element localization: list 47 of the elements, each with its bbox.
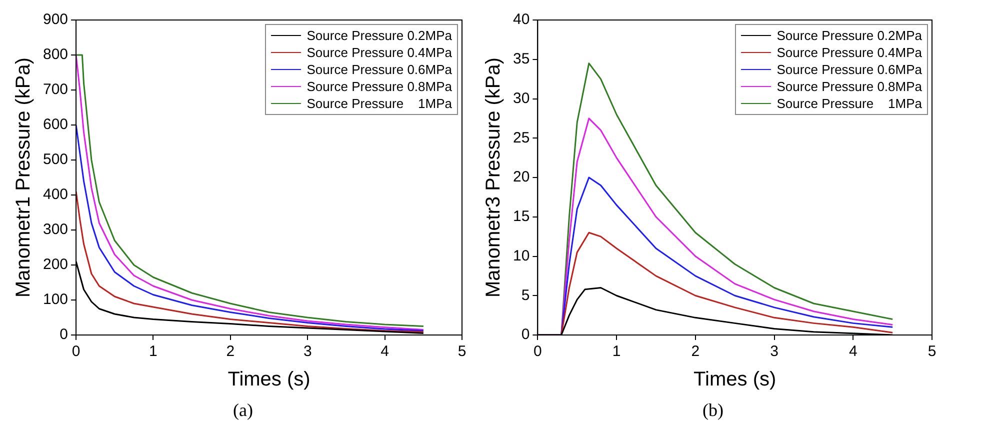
y-tick-label: 700 bbox=[42, 81, 68, 98]
x-tick-label: 5 bbox=[458, 343, 466, 360]
y-tick-label: 900 bbox=[42, 11, 68, 28]
y-tick-label: 40 bbox=[512, 11, 530, 28]
legend-label: Source Pressure 0.8MPa bbox=[306, 78, 452, 95]
y-tick-label: 100 bbox=[42, 291, 68, 308]
x-tick-label: 3 bbox=[303, 343, 312, 360]
text: (b) bbox=[702, 400, 724, 421]
x-tick-label: 1 bbox=[149, 343, 158, 360]
text: (a) bbox=[232, 400, 254, 421]
y-tick-label: 10 bbox=[512, 247, 530, 264]
x-tick-label: 2 bbox=[691, 343, 700, 360]
y-tick-label: 200 bbox=[42, 256, 68, 274]
legend-label: Source Pressure 0.6MPa bbox=[776, 61, 922, 78]
legend-label: Source Pressure 0.2MPa bbox=[776, 27, 922, 44]
y-tick-label: 800 bbox=[42, 46, 68, 64]
legend-label: Source Pressure 0.4MPa bbox=[776, 44, 922, 61]
y-tick-label: 300 bbox=[42, 221, 68, 238]
x-tick-label: 1 bbox=[612, 343, 621, 360]
x-tick-label: 0 bbox=[72, 343, 80, 360]
x-tick-label: 5 bbox=[928, 343, 936, 360]
x-tick-label: 4 bbox=[380, 343, 389, 360]
legend-label: Source Pressure 1MPa bbox=[776, 95, 922, 112]
legend-label: Source Pressure 0.2MPa bbox=[306, 27, 452, 44]
x-tick-label: 4 bbox=[848, 343, 858, 360]
y-tick-label: 0 bbox=[60, 326, 68, 344]
legend-label: Source Pressure 0.6MPa bbox=[306, 61, 452, 78]
x-axis-title: Times (s) bbox=[228, 368, 310, 391]
y-tick-label: 15 bbox=[512, 208, 530, 226]
x-tick-label: 2 bbox=[226, 343, 235, 360]
y-axis-title: Manometr1 Pressure (kPa) bbox=[12, 57, 35, 298]
y-tick-label: 500 bbox=[42, 151, 68, 168]
x-axis-title: Times (s) bbox=[694, 368, 776, 391]
legend-label: Source Pressure 1MPa bbox=[306, 95, 452, 112]
legend-label: Source Pressure 0.4MPa bbox=[306, 44, 452, 61]
legend-label: Source Pressure 0.8MPa bbox=[776, 78, 922, 95]
x-tick-label: 3 bbox=[770, 343, 778, 360]
y-tick-label: 600 bbox=[42, 116, 68, 134]
y-tick-label: 30 bbox=[512, 90, 530, 107]
x-tick-label: 0 bbox=[534, 343, 542, 360]
y-tick-label: 35 bbox=[512, 50, 530, 68]
y-tick-label: 25 bbox=[512, 129, 530, 146]
y-tick-label: 20 bbox=[512, 168, 530, 186]
y-tick-label: 5 bbox=[521, 286, 530, 304]
y-tick-label: 0 bbox=[521, 326, 530, 344]
y-tick-label: 400 bbox=[42, 186, 68, 204]
y-axis-title: Manometr3 Pressure (kPa) bbox=[482, 57, 505, 298]
